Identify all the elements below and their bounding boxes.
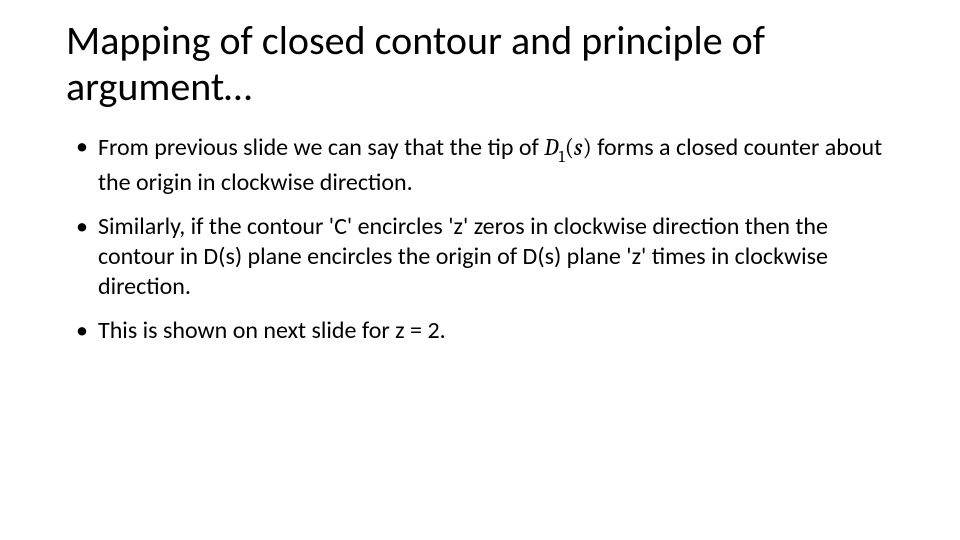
- math-lparen: (: [565, 133, 574, 161]
- bullet-3-text: This is shown on next slide for z = 2.: [98, 316, 446, 345]
- bullet-item-2: Similarly, if the contour 'C' encircles …: [98, 212, 900, 302]
- slide: Mapping of closed contour and principle …: [0, 0, 960, 540]
- math-s: s: [574, 133, 583, 161]
- math-D: D: [544, 133, 558, 161]
- slide-title: Mapping of closed contour and principle …: [66, 18, 900, 110]
- bullet-2-text: Similarly, if the contour 'C' encircles …: [98, 212, 828, 301]
- math-rparen: ): [583, 133, 592, 161]
- math-sub-1: 1: [559, 148, 565, 167]
- bullet-item-3: This is shown on next slide for z = 2.: [98, 316, 900, 346]
- bullet-1-pre: From previous slide we can say that the …: [98, 133, 544, 162]
- bullet-list: From previous slide we can say that the …: [66, 132, 900, 346]
- bullet-item-1: From previous slide we can say that the …: [98, 132, 900, 198]
